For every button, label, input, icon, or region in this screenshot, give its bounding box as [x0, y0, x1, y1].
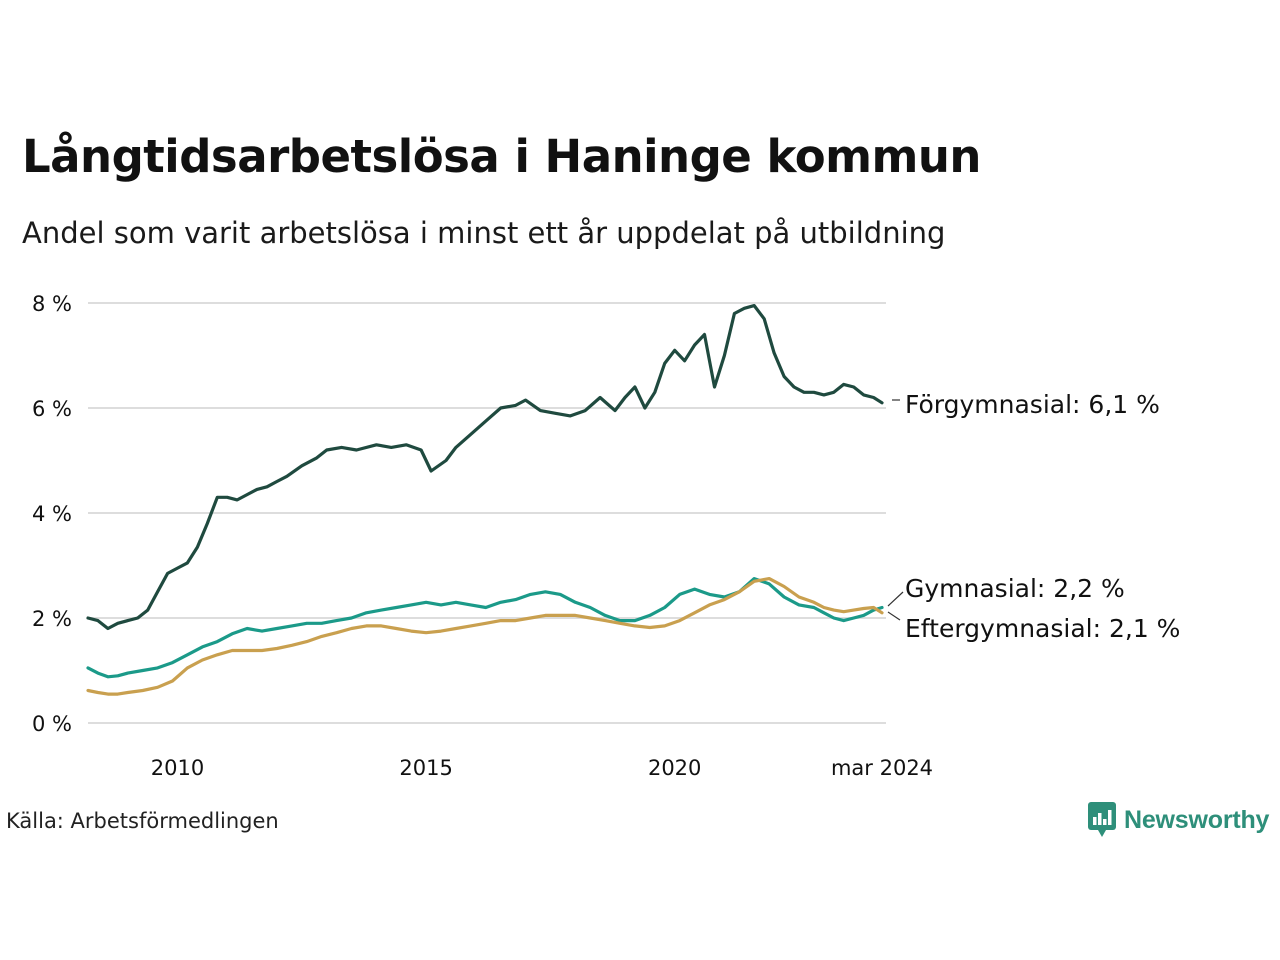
- chart-subtitle: Andel som varit arbetslösa i minst ett å…: [22, 216, 946, 250]
- label-leader-line: [887, 611, 901, 621]
- series-label-eftergymnasial: Eftergymnasial: 2,1 %: [905, 614, 1180, 643]
- chart-title: Långtidsarbetslösa i Haninge kommun: [22, 130, 981, 183]
- series-lines: [86, 304, 884, 696]
- x-tick-label: 2010: [151, 756, 204, 780]
- brand-logo[interactable]: Newsworthy: [1088, 802, 1269, 838]
- gridlines: [88, 302, 886, 724]
- newsworthy-logo-icon: [1088, 802, 1116, 837]
- label-leader-line: [887, 591, 904, 607]
- x-tick-label: mar 2024: [831, 756, 933, 780]
- series-line-gymnasial: [86, 576, 884, 679]
- y-tick-label: 4 %: [32, 502, 72, 526]
- series-label-förgymnasial: Förgymnasial: 6,1 %: [905, 390, 1160, 419]
- y-tick-label: 2 %: [32, 607, 72, 631]
- y-tick-label: 8 %: [32, 292, 72, 316]
- x-tick-label: 2015: [399, 756, 452, 780]
- series-label-gymnasial: Gymnasial: 2,2 %: [905, 574, 1125, 603]
- series-line-eftergymnasial: [86, 576, 884, 696]
- brand-name: Newsworthy: [1124, 805, 1270, 834]
- y-tick-label: 6 %: [32, 397, 72, 421]
- x-axis-ticks: 2010 2015 2020 mar 2024: [151, 756, 933, 780]
- series-labels: Förgymnasial: 6,1 % Gymnasial: 2,2 % Efter…: [887, 390, 1180, 643]
- y-tick-label: 0 %: [32, 712, 72, 736]
- x-tick-label: 2020: [648, 756, 701, 780]
- y-axis-ticks: 0 % 2 % 4 % 6 % 8 %: [32, 292, 72, 736]
- source-note: Källa: Arbetsförmedlingen: [6, 809, 279, 833]
- series-line-förgymnasial: [86, 304, 884, 631]
